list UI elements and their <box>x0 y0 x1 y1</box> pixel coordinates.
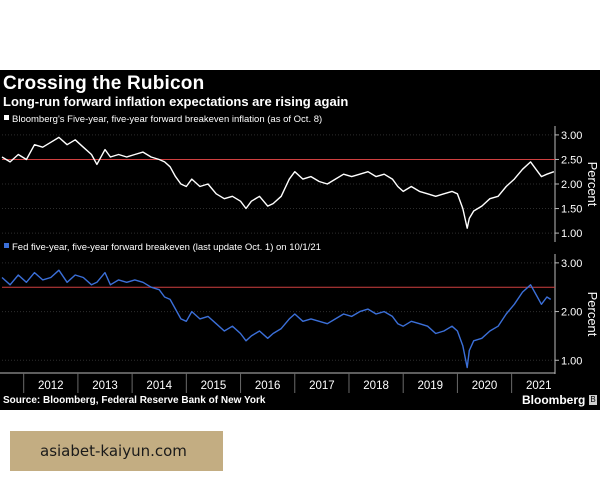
y-tick-label: 3.00 <box>561 258 582 270</box>
top-plot: Bloomberg's Five-year, five-year forward… <box>1 114 600 242</box>
series-line <box>1 136 555 229</box>
chart-panel <box>0 70 600 410</box>
x-tick-label: 2014 <box>146 380 172 392</box>
y-axis-label: Percent <box>585 162 600 207</box>
x-tick-label: 2012 <box>38 380 64 392</box>
x-tick-label: 2013 <box>92 380 118 392</box>
x-tick-label: 2015 <box>201 380 227 392</box>
y-tick-label: 3.00 <box>561 130 582 142</box>
legend-label: Bloomberg's Five-year, five-year forward… <box>12 114 322 125</box>
x-tick-label: 2018 <box>363 380 389 392</box>
y-tick-label: 1.50 <box>561 204 582 216</box>
watermark-banner: asiabet-kaiyun.com <box>10 431 223 471</box>
x-tick-label: 2019 <box>418 380 444 392</box>
y-tick-label: 2.50 <box>561 154 582 166</box>
chart-title: Crossing the Rubicon <box>3 73 205 94</box>
y-tick-label: 2.00 <box>561 307 582 319</box>
series-line <box>1 269 552 369</box>
x-axis: 2012 2013 2014 2015 2016 2017 2018 2019 2020 2021 <box>0 372 555 393</box>
x-tick-label: 2017 <box>309 380 335 392</box>
y-axis-label: Percent <box>585 292 600 337</box>
y-tick-label: 1.00 <box>561 228 582 240</box>
x-tick-label: 2021 <box>526 380 552 392</box>
bloomberg-logo-mark: B <box>589 395 597 405</box>
legend-swatch <box>4 115 9 120</box>
chart-subtitle: Long-run forward inflation expectations … <box>3 94 349 109</box>
source-note: Source: Bloomberg, Federal Reserve Bank … <box>3 395 266 406</box>
bottom-plot: Fed five-year, five-year forward breakev… <box>1 242 600 374</box>
y-tick-label: 2.00 <box>561 179 582 191</box>
bloomberg-logo: Bloomberg <box>522 393 586 407</box>
y-tick-label: 1.00 <box>561 355 582 367</box>
legend-swatch <box>4 243 9 248</box>
x-tick-label: 2016 <box>255 380 281 392</box>
watermark-text: asiabet-kaiyun.com <box>40 442 187 460</box>
legend-label: Fed five-year, five-year forward breakev… <box>12 242 321 253</box>
x-tick-label: 2020 <box>472 380 498 392</box>
